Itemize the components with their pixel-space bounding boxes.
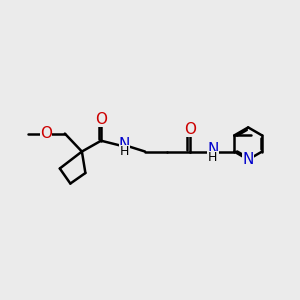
Text: O: O — [95, 112, 107, 127]
Text: O: O — [40, 126, 52, 141]
Text: O: O — [184, 122, 196, 137]
Text: N: N — [118, 137, 130, 152]
Text: H: H — [120, 146, 129, 158]
Text: N: N — [207, 142, 218, 157]
Text: H: H — [208, 151, 218, 164]
Text: N: N — [242, 152, 254, 167]
